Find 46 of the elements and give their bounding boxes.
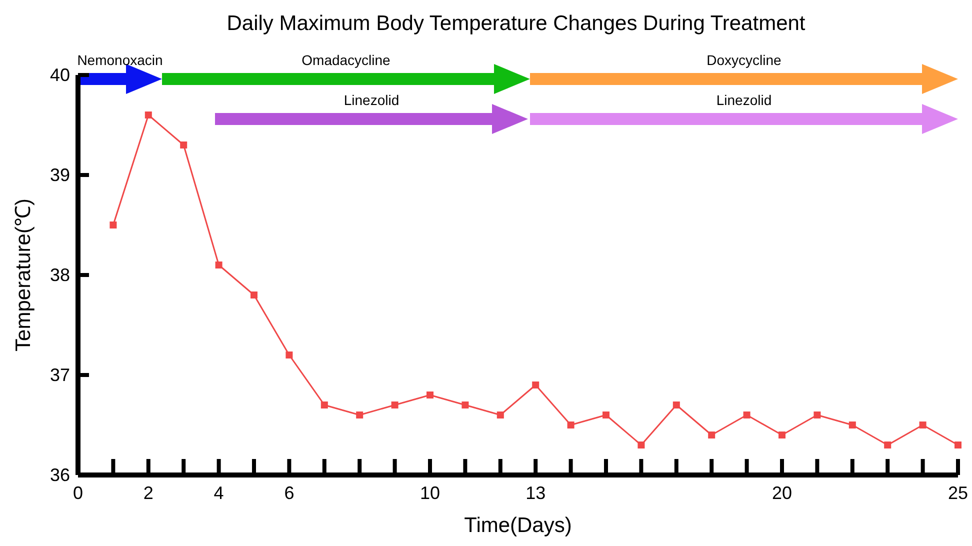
point (848, 422, 856, 428)
x-tick-label: 2 (143, 483, 154, 503)
x-tick-label: 13 (526, 483, 546, 503)
point (814, 412, 821, 418)
point (496, 412, 504, 418)
point (708, 432, 716, 438)
x-tick-label: 25 (948, 483, 968, 503)
point (320, 402, 328, 408)
point (426, 392, 434, 398)
chart-title: Daily Maximum Body Temperature Changes During Treatment (226, 12, 806, 35)
point (638, 442, 645, 448)
point (110, 222, 117, 228)
point (391, 402, 398, 408)
point (778, 432, 786, 438)
point (286, 352, 293, 358)
text: Doxycycline (706, 52, 782, 68)
point (532, 382, 540, 388)
point (919, 422, 926, 428)
point (567, 422, 574, 428)
text: Nemonoxacin (77, 52, 163, 68)
y-tick-label: 39 (50, 165, 70, 185)
y-tick-label: 37 (50, 365, 70, 385)
point (602, 412, 610, 418)
point (215, 262, 222, 268)
point (884, 442, 892, 448)
x-tick-label: 20 (772, 483, 792, 503)
point (672, 402, 680, 408)
x-tick-label: 6 (284, 483, 294, 503)
y-axis-title: Temperature(℃) (12, 198, 35, 352)
point (250, 292, 258, 298)
y-tick-label: 40 (50, 65, 70, 85)
x-axis-title: Time(Days) (464, 514, 572, 537)
point (954, 442, 962, 448)
annotation: Linezolid (344, 92, 400, 108)
text: Omadacycline (302, 52, 391, 68)
point (743, 412, 750, 418)
x-tick-label: 0 (72, 483, 84, 503)
point (180, 142, 188, 148)
point (462, 402, 469, 408)
annotation: Linezolid (716, 92, 772, 108)
y-tick-label: 36 (50, 465, 70, 485)
y-tick-label: 38 (50, 265, 70, 285)
point (356, 412, 364, 418)
x-tick-label: 4 (214, 483, 224, 503)
x-tick-label: 10 (420, 483, 440, 503)
point (144, 112, 152, 118)
